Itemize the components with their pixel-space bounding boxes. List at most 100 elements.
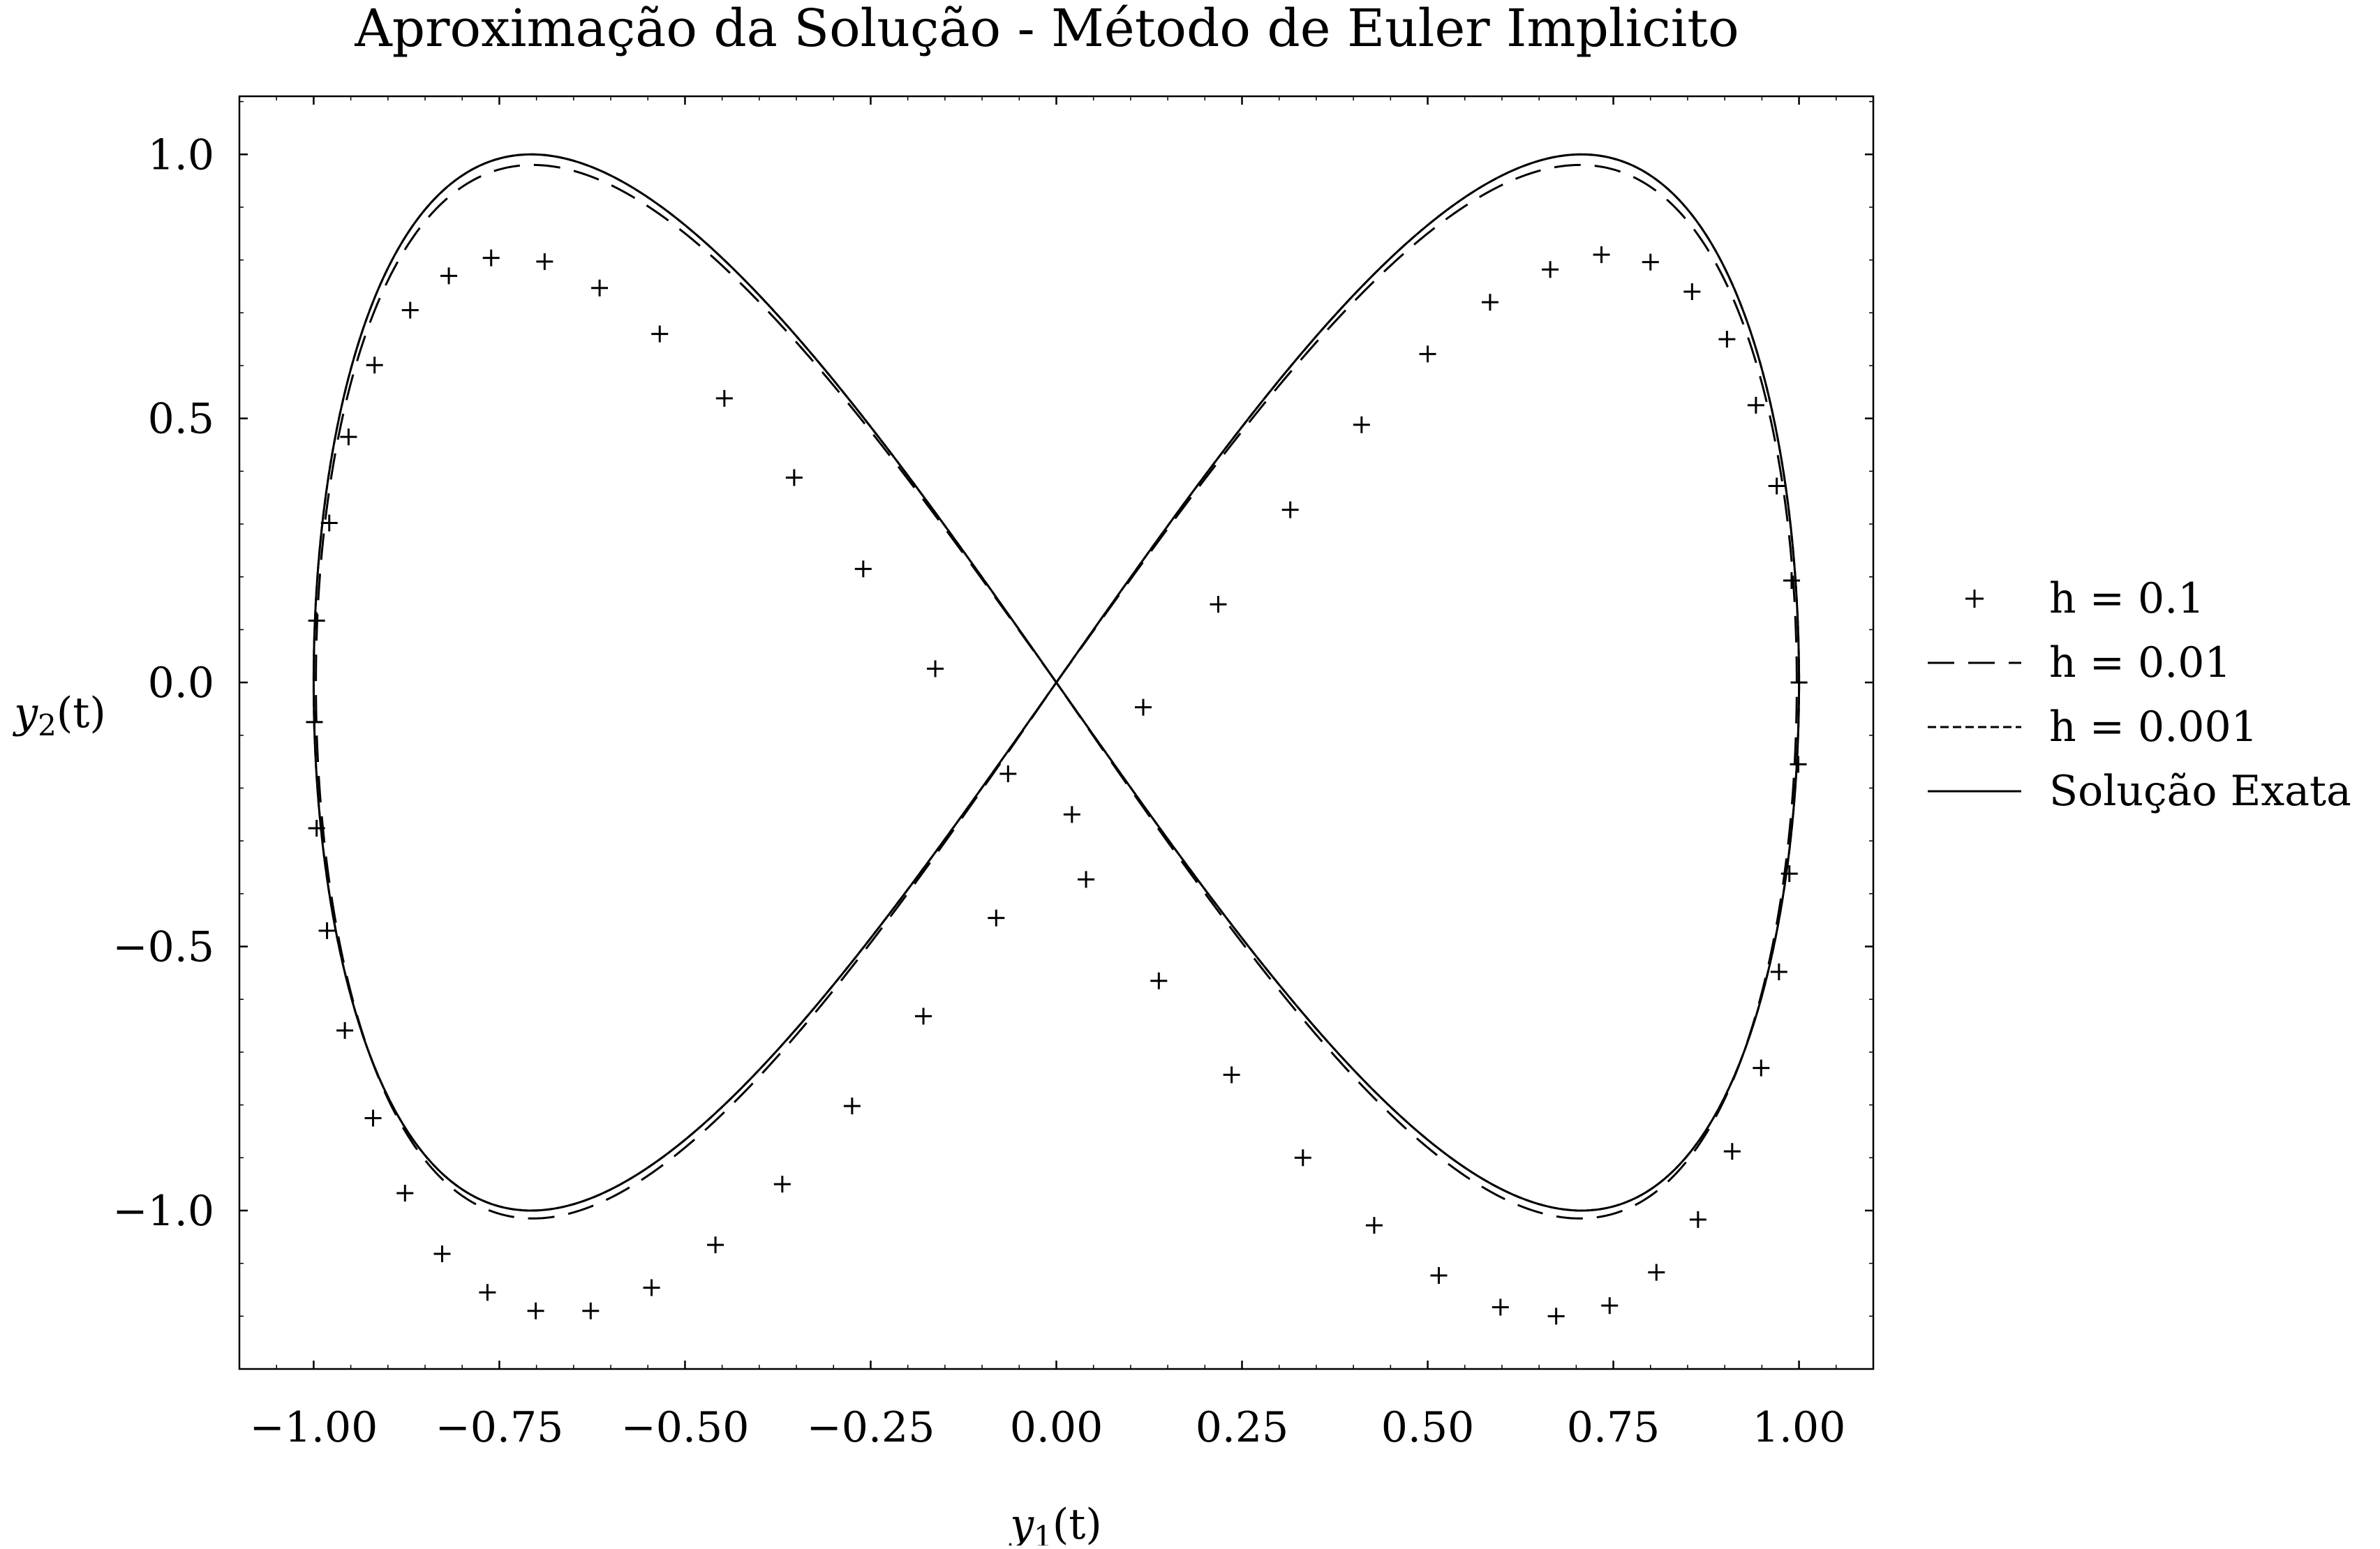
marker-h01 <box>1281 501 1299 518</box>
y-axis-label-main: y <box>12 689 38 738</box>
marker-h01 <box>433 1245 451 1263</box>
marker-h01 <box>1753 1059 1770 1077</box>
y-tick-label: 0.5 <box>148 395 214 444</box>
legend-label-h0001: h = 0.001 <box>2049 703 2258 751</box>
marker-h01 <box>440 267 458 285</box>
marker-h01 <box>536 253 553 270</box>
marker-h01 <box>1223 1066 1240 1084</box>
marker-h01 <box>366 357 383 374</box>
legend: h = 0.1 h = 0.01 h = 0.001 Solução Exata <box>1928 574 2351 816</box>
marker-h01 <box>320 514 338 532</box>
marker-h01 <box>999 765 1017 783</box>
marker-h01 <box>1078 871 1095 888</box>
marker-h01 <box>527 1302 544 1319</box>
marker-h01 <box>396 1184 414 1202</box>
x-axis-label: y1(t) <box>1008 1500 1102 1546</box>
y-tick-label: 0.0 <box>148 659 214 708</box>
marker-h01 <box>306 713 323 731</box>
x-tick-label: 1.00 <box>1753 1403 1846 1452</box>
marker-h01 <box>927 660 944 678</box>
marker-h01 <box>1747 396 1764 414</box>
x-tick-label: −0.50 <box>621 1403 750 1452</box>
marker-h01 <box>715 389 733 407</box>
marker-h01 <box>1770 963 1787 980</box>
marker-h01 <box>1492 1299 1509 1316</box>
x-tick-label: 0.75 <box>1567 1403 1660 1452</box>
marker-h01 <box>1689 1211 1706 1228</box>
marker-h01 <box>1542 261 1559 278</box>
marker-h01 <box>1718 331 1736 348</box>
marker-h01 <box>318 922 336 939</box>
marker-h01 <box>1790 674 1808 691</box>
marker-h01 <box>1547 1308 1565 1325</box>
legend-entry-h01: h = 0.1 <box>1965 574 2204 623</box>
marker-h01 <box>1783 572 1800 590</box>
marker-h01 <box>336 1022 354 1039</box>
x-tick-label: −0.75 <box>435 1403 563 1452</box>
y-tick-label: 1.0 <box>148 130 214 179</box>
x-axis-label-tail: (t) <box>1053 1500 1102 1546</box>
marker-h01 <box>707 1236 724 1254</box>
marker-h01 <box>854 560 872 578</box>
legend-entry-h001: h = 0.01 <box>1928 638 2231 687</box>
x-tick-label: 0.00 <box>1010 1403 1103 1452</box>
y-axis-label: y2(t) <box>12 689 106 742</box>
marker-h01 <box>1210 596 1227 613</box>
marker-h01 <box>1430 1267 1448 1285</box>
marker-h01 <box>1419 345 1436 363</box>
legend-entry-h0001: h = 0.001 <box>1928 703 2258 751</box>
curve-h001 <box>315 163 1798 1220</box>
marker-h01 <box>773 1176 791 1193</box>
marker-h01 <box>1134 698 1152 716</box>
marker-h01 <box>401 301 419 319</box>
y-axis: 1.0 0.5 0.0 −0.5 −1.0 <box>112 100 1873 1370</box>
marker-h01 <box>915 1008 932 1025</box>
legend-entry-exact: Solução Exata <box>1928 767 2351 816</box>
marker-h01 <box>1683 283 1701 301</box>
x-tick-label: −0.25 <box>807 1403 935 1452</box>
y-tick-label: −0.5 <box>112 923 214 972</box>
x-tick-label: −1.00 <box>249 1403 378 1452</box>
legend-label-h01: h = 0.1 <box>2049 574 2204 623</box>
marker-h01 <box>591 279 609 297</box>
marker-h01 <box>479 1284 496 1301</box>
marker-h01 <box>643 1279 660 1296</box>
marker-h01 <box>1601 1297 1619 1315</box>
x-tick-label: 0.25 <box>1196 1403 1289 1452</box>
marker-h01 <box>482 249 500 267</box>
marker-h01 <box>1353 416 1370 433</box>
x-tick-label: 0.50 <box>1381 1403 1475 1452</box>
marker-h01 <box>1768 477 1785 495</box>
legend-label-exact: Solução Exata <box>2049 767 2351 816</box>
y-axis-label-sub: 2 <box>38 708 57 742</box>
marker-h01 <box>1150 972 1168 989</box>
marker-h01 <box>1790 756 1807 773</box>
marker-h01 <box>1365 1217 1383 1234</box>
plot-area <box>306 153 1808 1325</box>
plot-frame <box>238 95 1875 1370</box>
marker-h01 <box>1481 294 1498 311</box>
marker-h01 <box>1593 246 1610 264</box>
marker-h01 <box>1294 1149 1311 1167</box>
x-axis-label-sub: 1 <box>1034 1520 1053 1546</box>
marker-h01 <box>308 612 325 629</box>
marker-h01 <box>340 428 357 446</box>
x-axis: −1.00 −0.75 −0.50 −0.25 0.00 0.25 0.50 0.75 1.00 <box>239 96 1874 1452</box>
marker-h01 <box>1642 253 1659 271</box>
chart-title: Aproximação da Solução - Método de Euler… <box>354 0 1739 59</box>
x-axis-label-main: y <box>1008 1500 1034 1546</box>
marker-h01 <box>1780 865 1798 883</box>
marker-h01 <box>582 1302 600 1319</box>
marker-h01 <box>1648 1264 1665 1281</box>
marker-h01 <box>364 1109 382 1127</box>
y-axis-label-tail: (t) <box>57 689 106 738</box>
marker-h01 <box>1723 1143 1741 1160</box>
marker-h01 <box>308 819 325 837</box>
marker-h01 <box>988 909 1005 927</box>
marker-h01 <box>651 325 669 343</box>
marker-h01 <box>785 469 803 486</box>
marker-h01 <box>1063 806 1080 823</box>
legend-label-h001: h = 0.01 <box>2049 638 2231 687</box>
